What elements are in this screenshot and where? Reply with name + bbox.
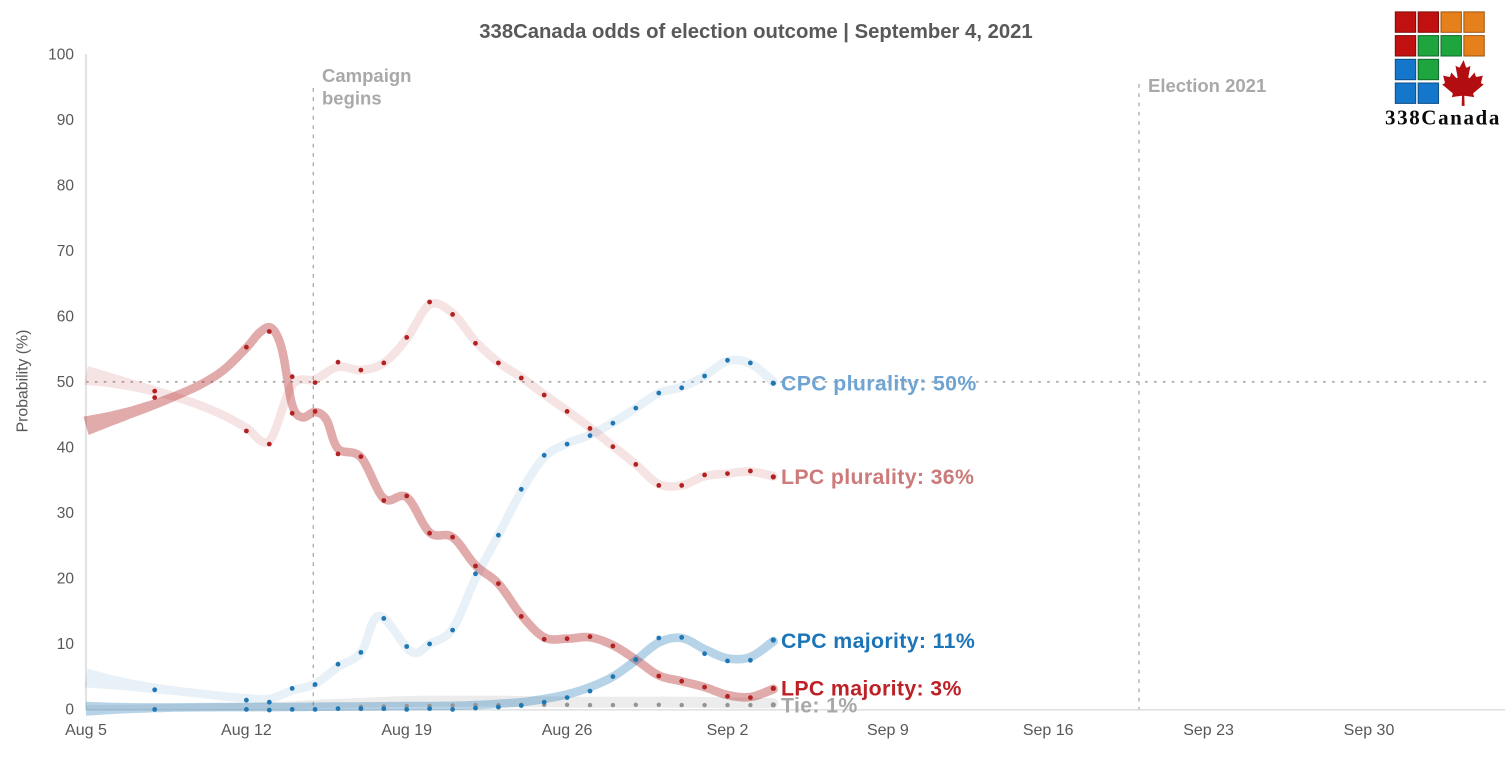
svg-text:begins: begins [322, 88, 382, 109]
svg-text:338Canada odds of election out: 338Canada odds of election outcome | Sep… [479, 21, 1032, 43]
svg-text:30: 30 [57, 505, 75, 522]
svg-text:70: 70 [57, 243, 75, 260]
svg-text:90: 90 [57, 112, 75, 129]
svg-text:Sep 16: Sep 16 [1023, 722, 1074, 739]
svg-text:Election 2021: Election 2021 [1148, 75, 1266, 96]
svg-text:Probability (%): Probability (%) [15, 330, 32, 433]
svg-text:Tie: 1%: Tie: 1% [781, 694, 858, 718]
svg-text:0: 0 [65, 702, 74, 719]
svg-text:40: 40 [57, 440, 75, 457]
svg-text:Aug 5: Aug 5 [65, 722, 107, 739]
svg-text:Sep 2: Sep 2 [707, 722, 749, 739]
svg-text:Aug 19: Aug 19 [381, 722, 432, 739]
svg-text:50: 50 [57, 374, 75, 391]
svg-text:Campaign: Campaign [322, 65, 411, 86]
svg-text:338Canada: 338Canada [1385, 106, 1501, 130]
svg-text:80: 80 [57, 178, 75, 195]
svg-text:Sep 30: Sep 30 [1344, 722, 1395, 739]
svg-text:Aug 26: Aug 26 [542, 722, 593, 739]
svg-text:20: 20 [57, 571, 75, 588]
svg-text:60: 60 [57, 309, 75, 326]
svg-text:10: 10 [57, 636, 75, 653]
svg-text:Sep 9: Sep 9 [867, 722, 909, 739]
svg-text:CPC plurality: 50%: CPC plurality: 50% [781, 371, 977, 395]
svg-text:100: 100 [48, 47, 74, 64]
svg-text:Aug 12: Aug 12 [221, 722, 272, 739]
svg-text:LPC majority: 3%: LPC majority: 3% [781, 677, 962, 701]
svg-text:LPC plurality: 36%: LPC plurality: 36% [781, 465, 974, 489]
svg-text:CPC majority: 11%: CPC majority: 11% [781, 629, 975, 653]
svg-text:Sep 23: Sep 23 [1183, 722, 1234, 739]
